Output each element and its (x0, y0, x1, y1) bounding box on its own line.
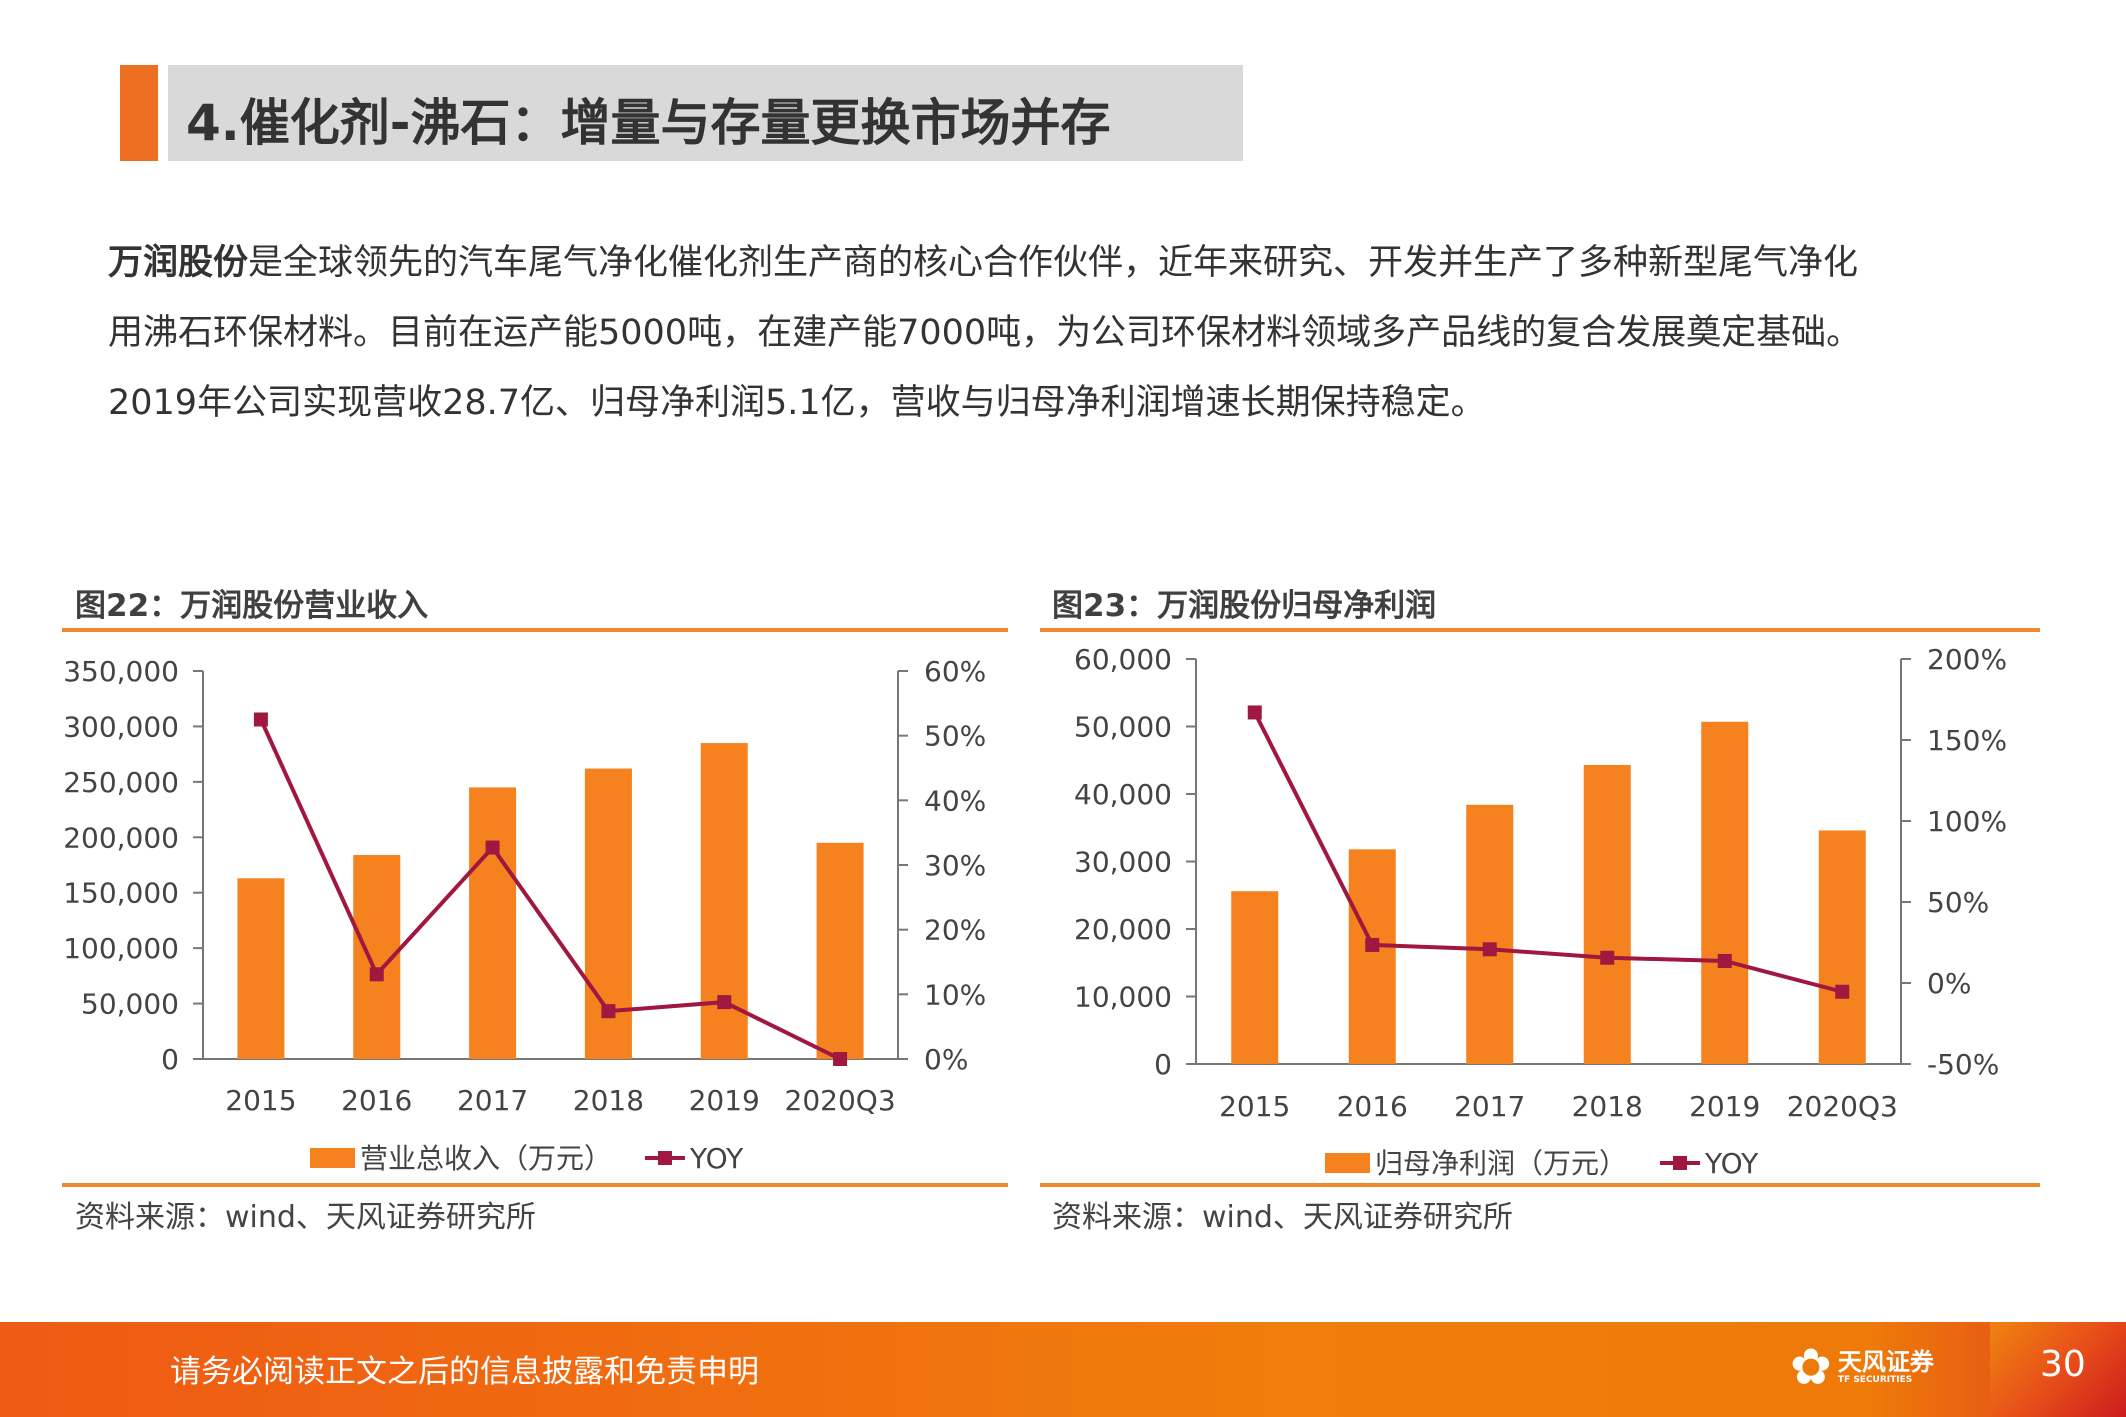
footer-disclaimer: 请务必阅读正文之后的信息披露和免责申明 (170, 1354, 759, 1390)
yoy-point-2016 (369, 967, 384, 982)
x-tick-label: 2020Q3 (785, 1084, 896, 1117)
chart2-title: 图23：万润股份归母净利润 (1052, 588, 1437, 624)
legend-bar-swatch (310, 1148, 355, 1168)
x-tick-label: 2019 (1689, 1090, 1760, 1123)
y-tick-label: 50,000 (1074, 711, 1172, 744)
y-tick-label: 100,000 (63, 932, 179, 965)
y-tick-label: 0 (1154, 1048, 1172, 1081)
logo-en-text: TF SECURITIES (1837, 1375, 1913, 1385)
yoy-point-2018 (601, 1004, 616, 1019)
paragraph-text: 是全球领先的汽车尾气净化催化剂生产商的核心合作伙伴，近年来研究、开发并生产了多种… (108, 243, 1862, 423)
section-title-box: 4.催化剂-沸石：增量与存量更换市场并存 (168, 65, 1243, 161)
bar-2020Q3 (816, 842, 864, 1059)
legend-line-marker (658, 1151, 672, 1165)
body-paragraph: 万润股份是全球领先的汽车尾气净化催化剂生产商的核心合作伙伴，近年来研究、开发并生… (108, 228, 1868, 438)
bar-2019 (1701, 721, 1749, 1064)
yoy-line (1252, 711, 1843, 994)
y-tick-label: 0 (161, 1043, 179, 1076)
logo-cn-text: 天风证券 (1837, 1348, 1934, 1376)
y-tick-label: 20,000 (1074, 913, 1172, 946)
yoy-point-2017 (485, 840, 500, 855)
bar-2020Q3 (1818, 830, 1866, 1064)
section-title: 4.催化剂-沸石：增量与存量更换市场并存 (186, 94, 1111, 152)
x-tick-label: 2018 (1572, 1090, 1643, 1123)
y-tick-label: 30,000 (1074, 846, 1172, 879)
y-tick-label: 350,000 (63, 655, 179, 688)
yoy-point-2020Q3 (833, 1052, 848, 1066)
chart2-source: 资料来源：wind、天风证券研究所 (1052, 1200, 1513, 1235)
legend-bar-label: 归母净利润（万元） (1375, 1147, 1627, 1180)
yoy-point-2020Q3 (1835, 984, 1850, 999)
y-tick-label: 150,000 (63, 877, 179, 910)
y2-tick-label: 100% (1927, 805, 2007, 838)
legend-line-label: YOY (1704, 1147, 1759, 1180)
y2-tick-label: 60% (924, 655, 986, 688)
bar-2017 (469, 787, 517, 1059)
y2-tick-label: 30% (924, 849, 986, 882)
chart2-top-rule (1040, 628, 2040, 632)
yoy-point-2016 (1365, 937, 1380, 952)
y-tick-label: 10,000 (1074, 981, 1172, 1014)
x-tick-label: 2017 (1454, 1090, 1525, 1123)
company-name: 万润股份 (108, 243, 249, 283)
y2-tick-label: -50% (1927, 1048, 1999, 1081)
yoy-point-2019 (717, 995, 732, 1010)
x-tick-label: 2017 (457, 1084, 528, 1117)
x-tick-label: 2016 (341, 1084, 412, 1117)
y2-tick-label: 0% (924, 1043, 968, 1076)
y-tick-label: 200,000 (63, 821, 179, 854)
y2-tick-label: 50% (924, 720, 986, 753)
legend-bar-label: 营业总收入（万元） (360, 1142, 612, 1175)
bar-2018 (1583, 764, 1631, 1064)
flower-logo-icon: ✿ (1790, 1338, 1832, 1396)
decorative-squares (1990, 1322, 2126, 1417)
yoy-point-2015 (253, 712, 268, 727)
y2-tick-label: 150% (1927, 724, 2007, 757)
legend-bar-swatch (1325, 1153, 1370, 1173)
x-tick-label: 2016 (1337, 1090, 1408, 1123)
tf-securities-logo: ✿ 天风证券 TF SECURITIES (1790, 1342, 1934, 1392)
yoy-point-2018 (1600, 950, 1615, 965)
x-tick-label: 2015 (225, 1084, 296, 1117)
page-number: 30 (2040, 1344, 2086, 1385)
y2-tick-label: 10% (924, 978, 986, 1011)
bar-2017 (1466, 804, 1514, 1064)
x-tick-label: 2019 (689, 1084, 760, 1117)
yoy-line (259, 718, 841, 1061)
x-tick-label: 2020Q3 (1787, 1090, 1898, 1123)
footer-bar: 请务必阅读正文之后的信息披露和免责申明 ✿ 天风证券 TF SECURITIES… (0, 1322, 2126, 1417)
y2-tick-label: 20% (924, 914, 986, 947)
y2-tick-label: 200% (1927, 643, 2007, 676)
chart1-bottom-rule (62, 1183, 1008, 1187)
y-tick-label: 300,000 (63, 710, 179, 743)
legend-line-label: YOY (689, 1142, 744, 1175)
y-tick-label: 60,000 (1074, 643, 1172, 676)
chart1-source: 资料来源：wind、天风证券研究所 (75, 1200, 536, 1235)
yoy-point-2019 (1717, 953, 1732, 968)
y2-tick-label: 50% (1927, 886, 1989, 919)
y-tick-label: 50,000 (81, 988, 179, 1021)
y-tick-label: 250,000 (63, 766, 179, 799)
x-tick-label: 2015 (1219, 1090, 1290, 1123)
y-tick-label: 40,000 (1074, 778, 1172, 811)
yoy-point-2015 (1247, 705, 1262, 720)
y2-tick-label: 40% (924, 784, 986, 817)
chart1-top-rule (62, 628, 1008, 632)
yoy-point-2017 (1482, 942, 1497, 957)
chart1-title: 图22：万润股份营业收入 (75, 588, 429, 624)
y2-tick-label: 0% (1927, 967, 1971, 1000)
bar-2015 (237, 878, 285, 1059)
x-tick-label: 2018 (573, 1084, 644, 1117)
bar-2016 (1348, 849, 1396, 1064)
chart2-bottom-rule (1040, 1183, 2040, 1187)
legend-line-marker (1673, 1156, 1687, 1170)
title-accent-bar (120, 65, 158, 161)
bar-2015 (1231, 891, 1279, 1064)
